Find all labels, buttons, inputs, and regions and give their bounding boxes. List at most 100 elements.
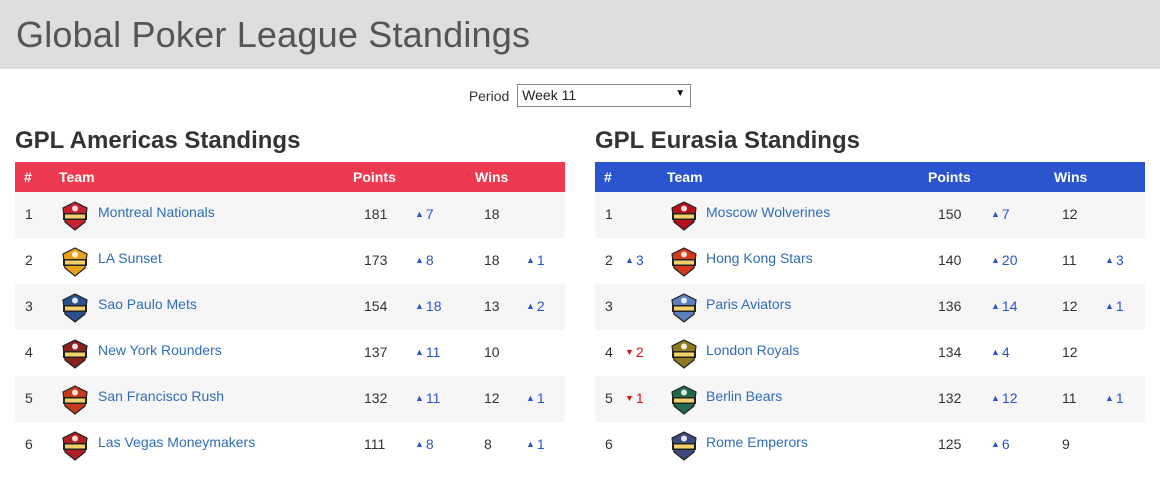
wins-change: ▲ 1 — [526, 390, 545, 406]
team-link[interactable]: London Royals — [706, 342, 800, 358]
wins-change: ▲ 1 — [1105, 298, 1124, 314]
rank-number: 6 — [25, 436, 33, 452]
team-link[interactable]: LA Sunset — [98, 250, 162, 266]
team-link[interactable]: Las Vegas Moneymakers — [98, 434, 256, 450]
up-arrow-icon: ▲ — [415, 439, 424, 449]
points-change: ▲ 4 — [991, 344, 1010, 360]
up-arrow-icon: ▲ — [415, 347, 424, 357]
wins-change-value: 3 — [1115, 252, 1124, 268]
points-value: 132 — [938, 390, 962, 406]
col-team-header: Team — [667, 169, 703, 185]
points-change-value: 11 — [425, 390, 441, 406]
americas-table-header: # Team Points Wins — [15, 162, 565, 192]
wins-value: 9 — [1062, 436, 1070, 452]
points-change: ▲ 12 — [991, 390, 1018, 406]
wins-change-value: 1 — [1115, 390, 1124, 406]
table-row: 1 Moscow Wolverines 150 ▲ 7 12 — [595, 192, 1145, 238]
team-link[interactable]: Rome Emperors — [706, 434, 808, 450]
wins-change: ▲ 1 — [1105, 390, 1124, 406]
las-vegas-moneymakers-logo-icon — [59, 430, 91, 462]
rank-number: 2 — [605, 252, 613, 268]
points-change-value: 8 — [425, 252, 434, 268]
wins-value: 10 — [484, 344, 500, 360]
team-link[interactable]: Berlin Bears — [706, 388, 783, 404]
team-link[interactable]: Hong Kong Stars — [706, 250, 813, 266]
points-change-value: 11 — [425, 344, 441, 360]
points-value: 134 — [938, 344, 962, 360]
wins-value: 12 — [1062, 206, 1078, 222]
up-arrow-icon: ▲ — [1105, 255, 1114, 265]
table-row: 2 LA Sunset 173 ▲ 8 18 ▲ 1 — [15, 238, 565, 284]
team-link[interactable]: Moscow Wolverines — [706, 204, 831, 220]
points-value: 140 — [938, 252, 962, 268]
rank-change-value: 3 — [635, 252, 644, 268]
up-arrow-icon: ▲ — [1105, 393, 1114, 403]
sao-paulo-mets-logo-icon — [59, 292, 91, 324]
eurasia-table-header: # Team Points Wins — [595, 162, 1145, 192]
rank-number: 4 — [605, 344, 613, 360]
col-team-header: Team — [59, 169, 95, 185]
rank-number: 5 — [25, 390, 33, 406]
table-row: 4 New York Rounders 137 ▲ 11 10 — [15, 330, 565, 376]
points-change-value: 8 — [425, 436, 434, 452]
wins-value: 12 — [484, 390, 500, 406]
moscow-wolverines-logo-icon — [668, 200, 700, 232]
up-arrow-icon: ▲ — [526, 439, 535, 449]
americas-table-body: 1 Montreal Nationals 181 ▲ 7 18 2 LA Sunset 173 ▲… — [15, 192, 565, 468]
team-link[interactable]: Sao Paulo Mets — [98, 296, 197, 312]
team-link[interactable]: San Francisco Rush — [98, 388, 225, 404]
page-title: Global Poker League Standings — [16, 14, 531, 55]
down-arrow-icon: ▼ — [625, 347, 634, 357]
col-wins-header: Wins — [1054, 169, 1088, 185]
wins-value: 18 — [484, 206, 500, 222]
up-arrow-icon: ▲ — [415, 255, 424, 265]
table-row: 1 Montreal Nationals 181 ▲ 7 18 — [15, 192, 565, 238]
hong-kong-stars-logo-icon — [668, 246, 700, 278]
rank-number: 4 — [25, 344, 33, 360]
period-dropdown[interactable]: Week 11 ▼ — [517, 84, 692, 107]
col-rank-header: # — [604, 169, 612, 185]
team-link[interactable]: Paris Aviators — [706, 296, 792, 312]
dropdown-caret-icon: ▼ — [675, 88, 686, 99]
col-points-header: Points — [928, 169, 971, 185]
down-arrow-icon: ▼ — [625, 393, 634, 403]
wins-change-value: 2 — [536, 298, 545, 314]
points-change: ▲ 7 — [991, 206, 1010, 222]
paris-aviators-logo-icon — [668, 292, 700, 324]
up-arrow-icon: ▲ — [991, 347, 1000, 357]
points-change: ▲ 7 — [415, 206, 434, 222]
points-change: ▲ 20 — [991, 252, 1018, 268]
col-points-header: Points — [353, 169, 396, 185]
team-link[interactable]: New York Rounders — [98, 342, 222, 358]
americas-panel: GPL Americas Standings # Team Points Win… — [15, 126, 565, 468]
rank-number: 1 — [25, 206, 33, 222]
points-value: 125 — [938, 436, 962, 452]
up-arrow-icon: ▲ — [415, 393, 424, 403]
period-label: Period — [468, 87, 510, 104]
period-selector: Period Week 11 ▼ — [0, 84, 1160, 107]
rome-emperors-logo-icon — [668, 430, 700, 462]
points-change: ▲ 8 — [415, 252, 434, 268]
new-york-rounders-logo-icon — [59, 338, 91, 370]
up-arrow-icon: ▲ — [415, 301, 424, 311]
wins-value: 12 — [1062, 298, 1078, 314]
points-change-value: 7 — [1001, 206, 1010, 222]
points-value: 137 — [364, 344, 388, 360]
wins-value: 18 — [484, 252, 500, 268]
points-value: 150 — [938, 206, 962, 222]
wins-change: ▲ 1 — [526, 436, 545, 452]
period-selected-value: Week 11 — [522, 87, 577, 103]
table-row: 5 San Francisco Rush 132 ▲ 11 12 ▲ 1 — [15, 376, 565, 422]
points-change-value: 12 — [1001, 390, 1018, 406]
points-change-value: 7 — [425, 206, 434, 222]
points-value: 181 — [364, 206, 388, 222]
points-value: 173 — [364, 252, 388, 268]
up-arrow-icon: ▲ — [991, 209, 1000, 219]
up-arrow-icon: ▲ — [625, 255, 634, 265]
team-link[interactable]: Montreal Nationals — [98, 204, 215, 220]
rank-change: ▼ 1 — [625, 390, 644, 406]
wins-value: 13 — [484, 298, 500, 314]
table-row: 6 Rome Emperors 125 ▲ 6 9 — [595, 422, 1145, 468]
points-change: ▲ 8 — [415, 436, 434, 452]
up-arrow-icon: ▲ — [991, 255, 1000, 265]
